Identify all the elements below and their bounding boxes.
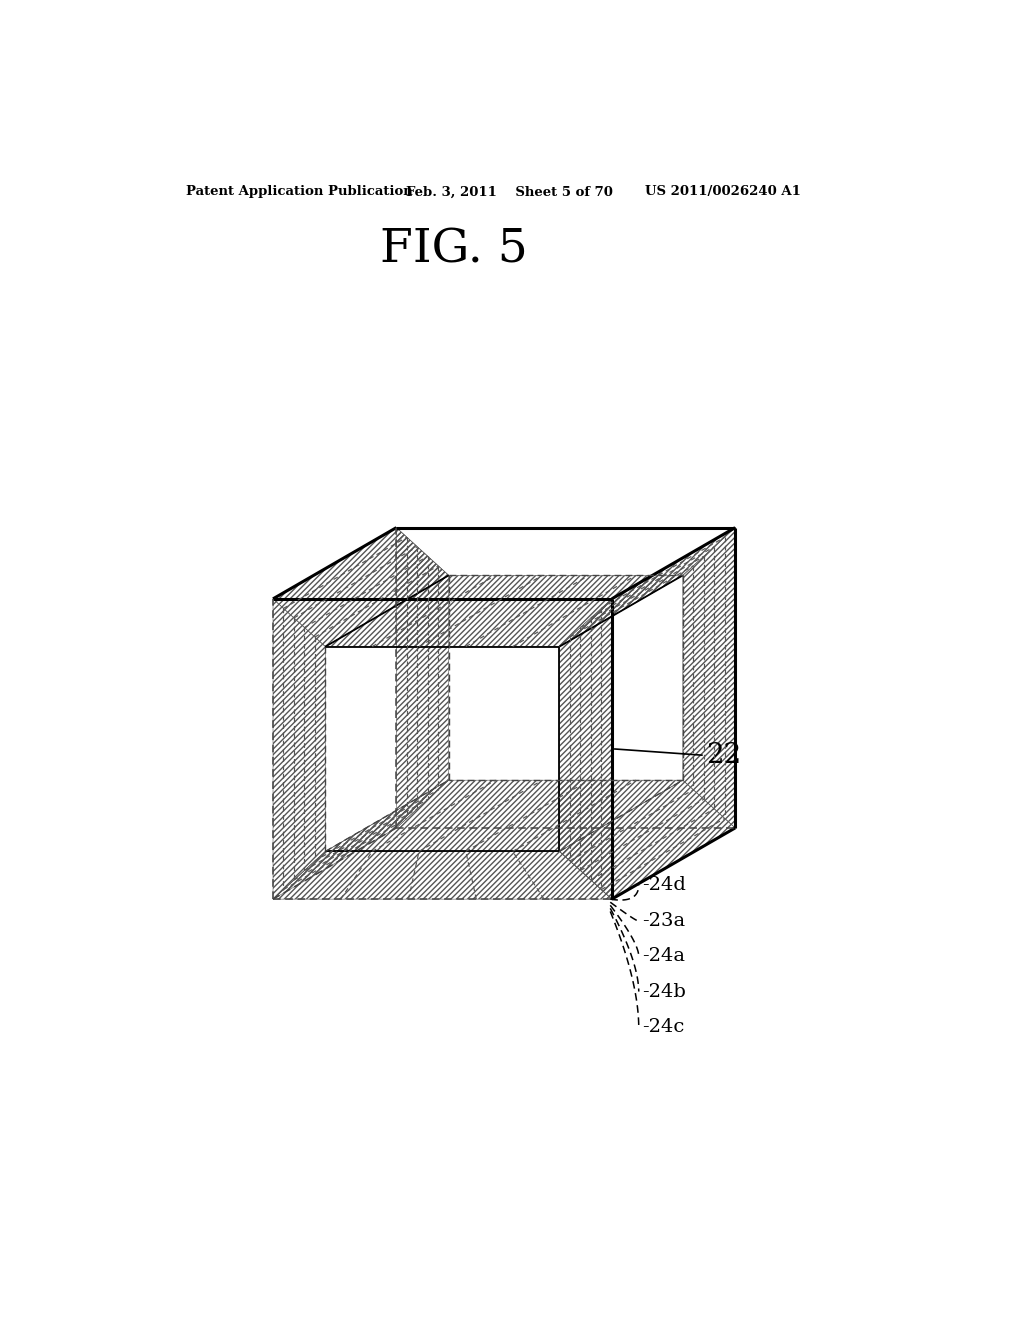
Text: US 2011/0026240 A1: US 2011/0026240 A1 <box>645 185 801 198</box>
Text: Feb. 3, 2011    Sheet 5 of 70: Feb. 3, 2011 Sheet 5 of 70 <box>407 185 613 198</box>
Text: -24d: -24d <box>642 876 686 894</box>
Text: FIG. 5: FIG. 5 <box>380 227 527 273</box>
Text: -24c: -24c <box>642 1018 684 1036</box>
Text: -24b: -24b <box>642 982 686 1001</box>
Text: -23a: -23a <box>642 912 685 929</box>
Text: Patent Application Publication: Patent Application Publication <box>186 185 413 198</box>
Text: -24a: -24a <box>642 948 685 965</box>
Text: 22: 22 <box>707 742 741 768</box>
